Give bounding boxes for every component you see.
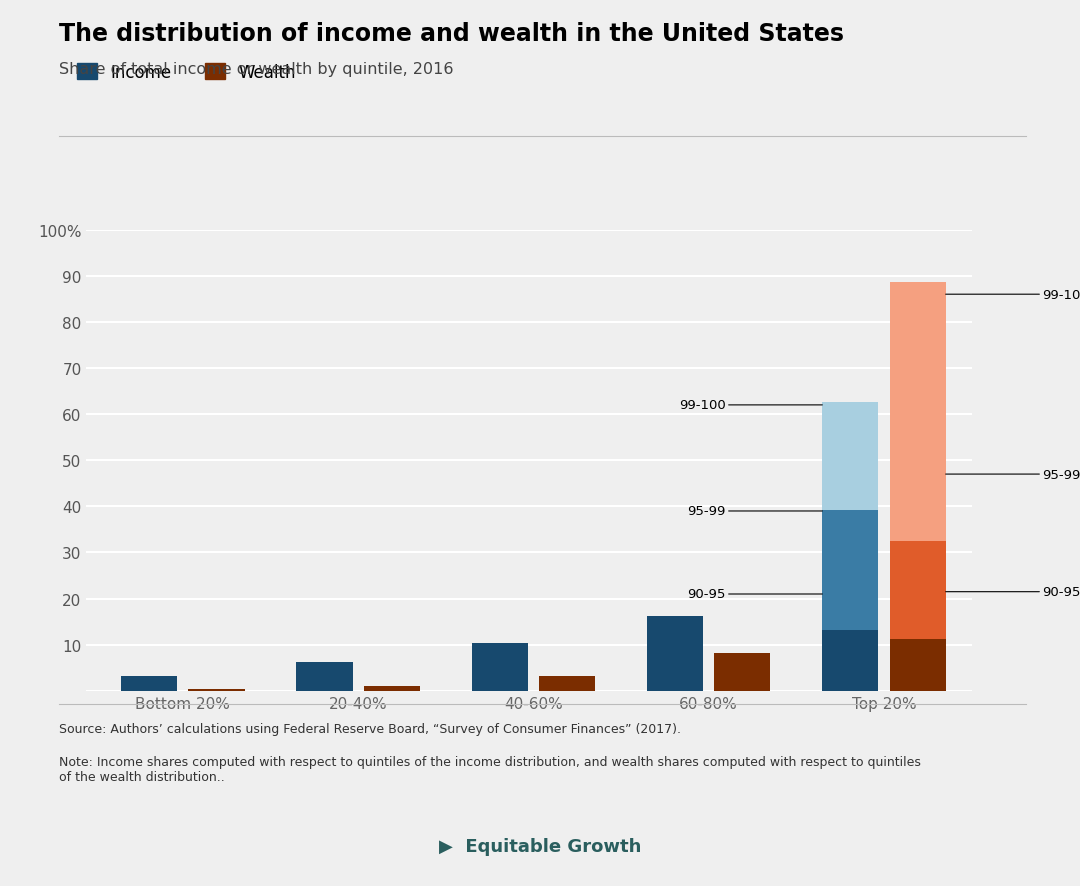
Bar — [890, 640, 946, 691]
Text: 95-99: 95-99 — [946, 468, 1080, 481]
Bar — [890, 283, 946, 541]
Bar — [188, 688, 244, 691]
Bar — [647, 617, 703, 691]
Bar — [822, 402, 878, 510]
Bar — [822, 510, 878, 630]
Bar — [364, 686, 420, 691]
Text: 90-95: 90-95 — [688, 587, 822, 601]
Text: 99-100: 99-100 — [679, 399, 822, 412]
Text: Share of total income or wealth by quintile, 2016: Share of total income or wealth by quint… — [59, 62, 454, 77]
Bar — [539, 676, 595, 691]
Bar — [472, 643, 528, 691]
Text: Note: Income shares computed with respect to quintiles of the income distributio: Note: Income shares computed with respec… — [59, 755, 921, 783]
Text: Source: Authors’ calculations using Federal Reserve Board, “Survey of Consumer F: Source: Authors’ calculations using Fede… — [59, 722, 681, 735]
Text: ▶  Equitable Growth: ▶ Equitable Growth — [438, 837, 642, 855]
Legend: Income, Wealth: Income, Wealth — [77, 64, 296, 82]
Bar — [822, 630, 878, 691]
Text: 95-99: 95-99 — [688, 505, 822, 518]
Bar — [296, 662, 352, 691]
Text: 90-95: 90-95 — [946, 586, 1080, 599]
Bar — [890, 541, 946, 640]
Bar — [121, 676, 177, 691]
Text: 99-100: 99-100 — [946, 288, 1080, 301]
Text: The distribution of income and wealth in the United States: The distribution of income and wealth in… — [59, 22, 845, 46]
Bar — [714, 653, 770, 691]
